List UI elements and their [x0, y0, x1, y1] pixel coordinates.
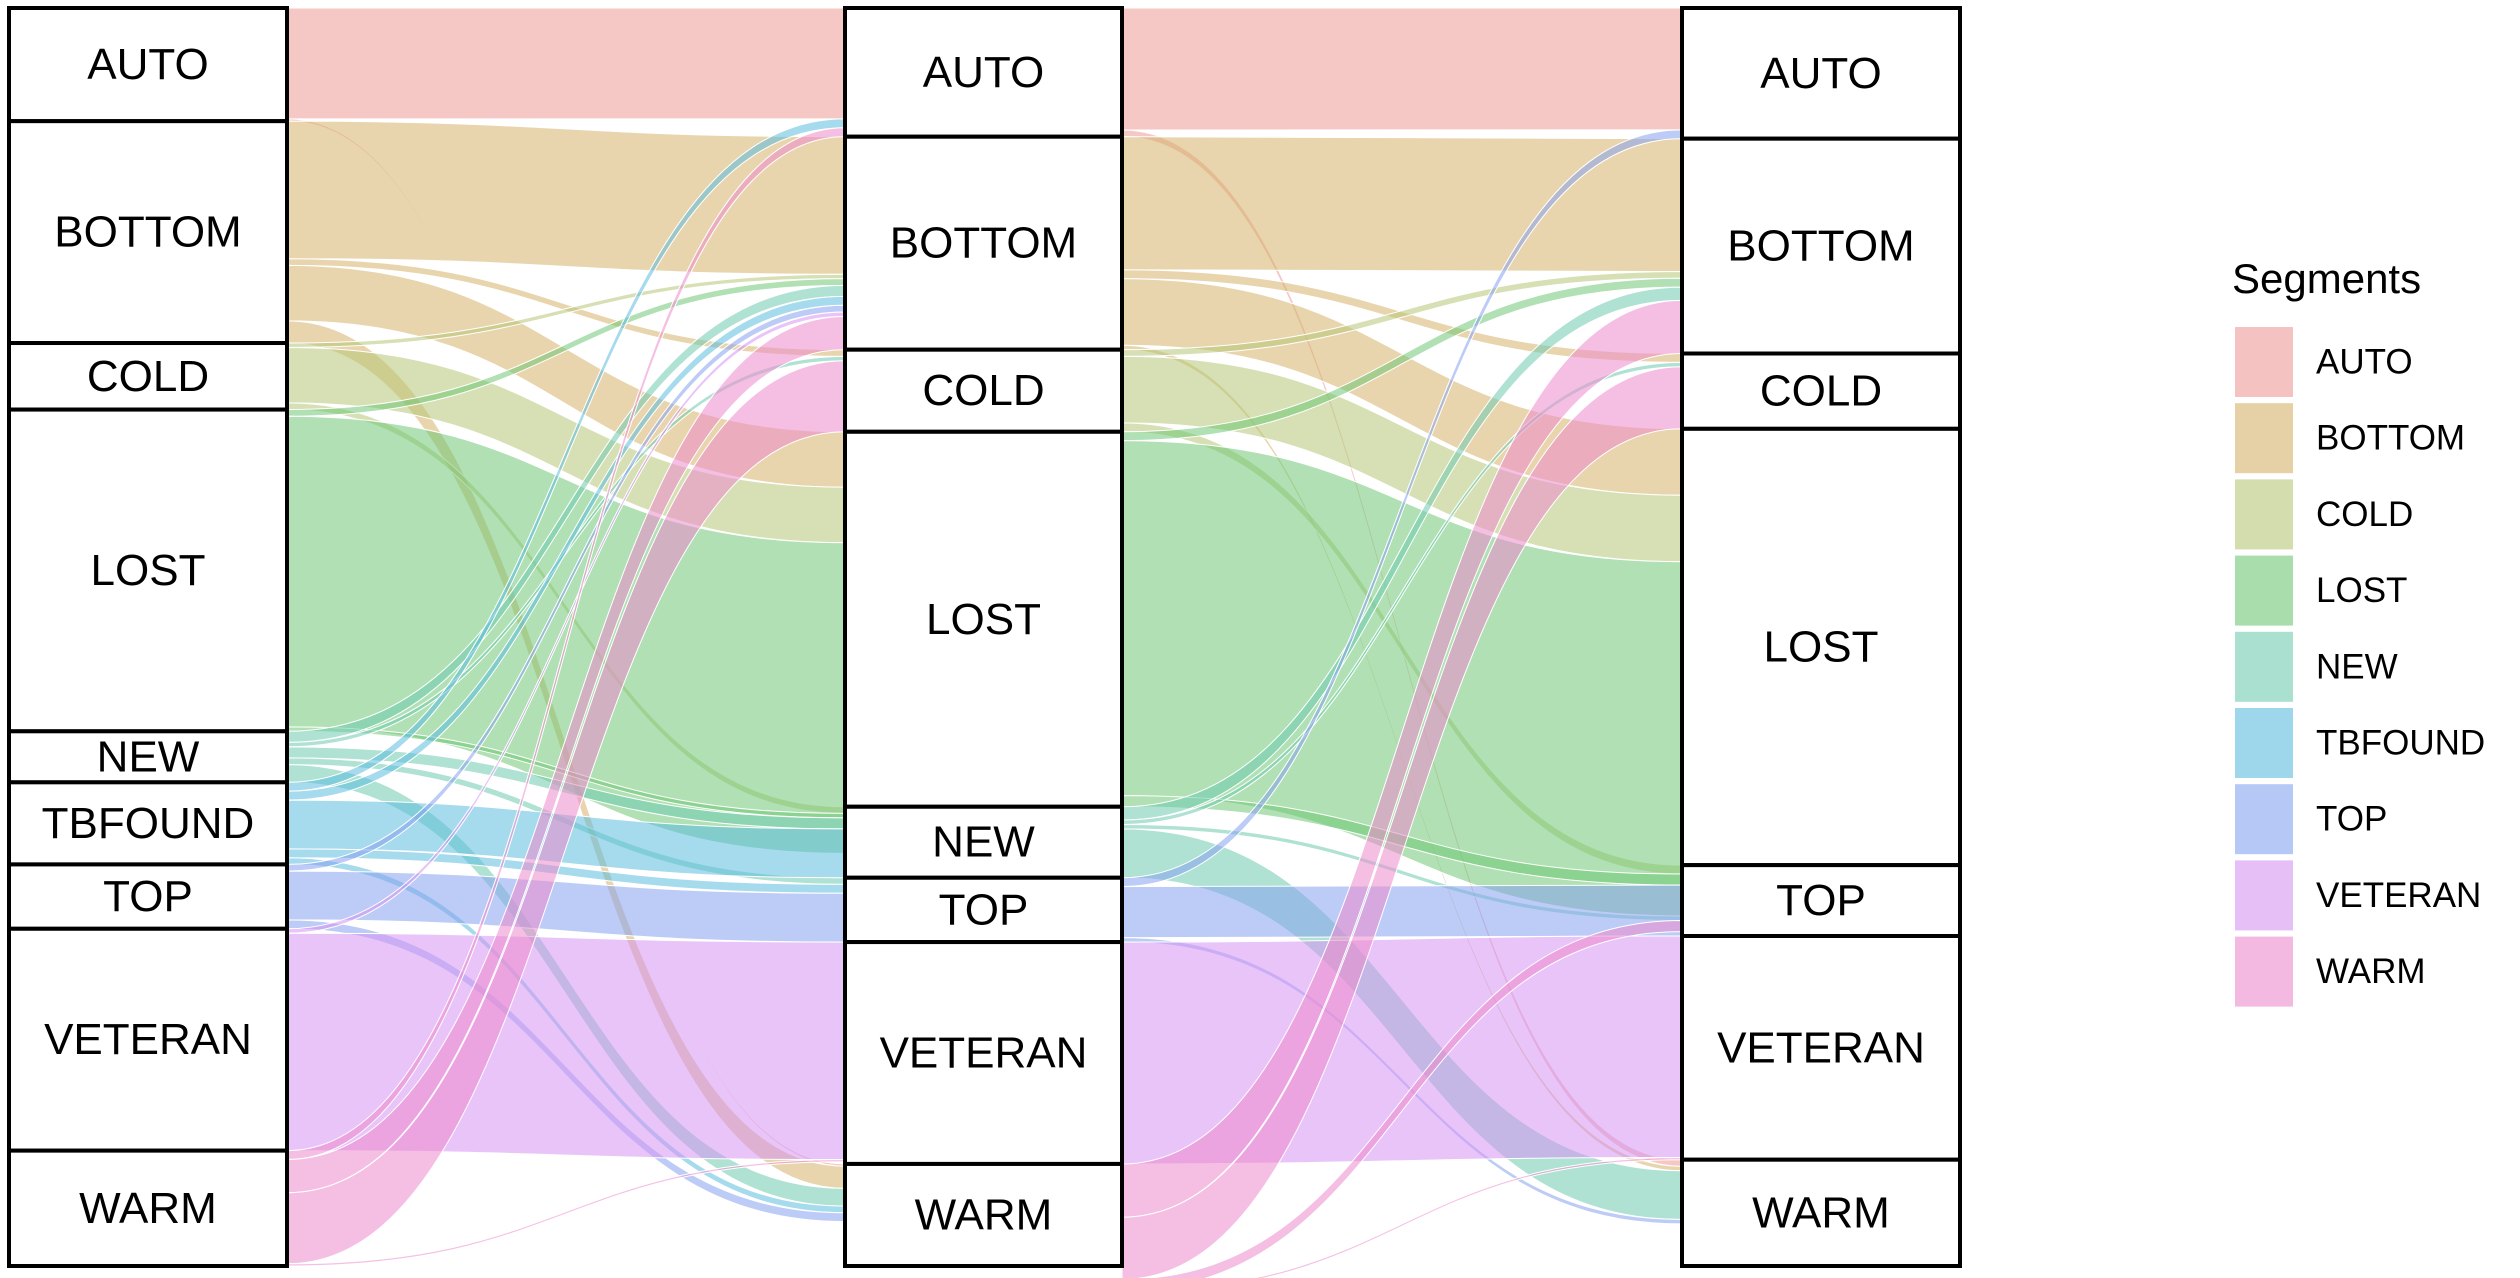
node-box [7, 729, 289, 785]
node-label: AUTO [923, 48, 1044, 97]
node-box [843, 1161, 1124, 1269]
node-label: WARM [915, 1190, 1053, 1239]
legend-key-lost [2233, 553, 2295, 628]
node-label: TOP [103, 872, 193, 921]
node-box [1680, 426, 1962, 868]
flow-top-to-top [1121, 884, 1683, 939]
node-box [843, 6, 1124, 139]
legend-title: Segments [2232, 255, 2421, 302]
node-label: TOP [939, 885, 1029, 934]
node-warm-stage-2: WARM [843, 1161, 1124, 1269]
node-veteran-stage-3: VETERAN [1680, 933, 1962, 1162]
node-top-stage-1: TOP [7, 862, 289, 931]
node-box [843, 429, 1124, 809]
node-label: AUTO [87, 40, 208, 89]
node-auto-stage-1: AUTO [7, 6, 289, 124]
legend-key-top [2233, 782, 2295, 857]
node-box [843, 940, 1124, 1166]
node-label: WARM [79, 1184, 217, 1233]
node-label: COLD [922, 366, 1044, 415]
node-lost-stage-2: LOST [843, 429, 1124, 809]
legend-label-top: TOP [2316, 800, 2387, 839]
legend: Segments AUTO BOTTOM COLD LOST NEW TBFOUND TOP… [2232, 255, 2485, 1009]
node-box [7, 862, 289, 931]
node-label: BOTTOM [54, 208, 241, 257]
node-veteran-stage-2: VETERAN [843, 940, 1124, 1166]
node-bottom-stage-2: BOTTOM [843, 134, 1124, 352]
node-box [843, 347, 1124, 434]
flow-auto-to-auto [1121, 7, 1683, 131]
node-label: LOST [926, 595, 1041, 644]
node-box [1680, 933, 1962, 1162]
node-top-stage-3: TOP [1680, 863, 1962, 938]
node-label: TBFOUND [42, 799, 255, 848]
node-warm-stage-1: WARM [7, 1148, 289, 1268]
legend-label-warm: WARM [2316, 952, 2426, 991]
node-box [1680, 1157, 1962, 1269]
node-box [7, 1148, 289, 1268]
legend-label-new: NEW [2316, 647, 2398, 686]
node-lost-stage-3: LOST [1680, 426, 1962, 868]
node-tbfound-stage-1: TBFOUND [7, 780, 289, 867]
legend-key-new [2233, 629, 2295, 704]
node-auto-stage-3: AUTO [1680, 6, 1962, 141]
flows-layer [286, 7, 1683, 1278]
node-warm-stage-3: WARM [1680, 1157, 1962, 1269]
node-label: NEW [97, 732, 200, 781]
node-new-stage-1: NEW [7, 729, 289, 785]
node-cold-stage-1: COLD [7, 341, 289, 412]
node-label: COLD [87, 352, 209, 401]
legend-label-cold: COLD [2316, 495, 2413, 534]
legend-key-warm [2233, 934, 2295, 1009]
node-veteran-stage-1: VETERAN [7, 926, 289, 1153]
node-label: AUTO [1760, 49, 1881, 98]
node-label: BOTTOM [890, 219, 1077, 268]
nodes-layer: AUTO BOTTOM COLD LOST NEW TBFOUND TOP VETERAN WA… [7, 6, 1962, 1269]
flow-veteran-to-veteran [1121, 935, 1683, 1165]
node-box [1680, 6, 1962, 141]
node-cold-stage-2: COLD [843, 347, 1124, 434]
node-label: COLD [1760, 367, 1882, 416]
node-box [7, 407, 289, 734]
node-lost-stage-1: LOST [7, 407, 289, 734]
node-label: WARM [1752, 1188, 1890, 1237]
node-label: BOTTOM [1727, 222, 1914, 271]
node-box [1680, 136, 1962, 356]
node-label: VETERAN [880, 1029, 1088, 1078]
node-label: LOST [91, 546, 206, 595]
legend-label-auto: AUTO [2316, 343, 2413, 382]
node-label: VETERAN [44, 1015, 252, 1064]
legend-key-cold [2233, 477, 2295, 552]
node-label: TOP [1776, 876, 1866, 925]
node-auto-stage-2: AUTO [843, 6, 1124, 139]
node-box [843, 804, 1124, 880]
legend-key-tbfound [2233, 706, 2295, 780]
legend-key-auto [2233, 325, 2295, 399]
node-box [843, 134, 1124, 352]
node-box [1680, 351, 1962, 431]
flow-auto-to-auto [286, 7, 846, 120]
node-label: VETERAN [1717, 1023, 1925, 1072]
legend-label-tbfound: TBFOUND [2316, 724, 2485, 763]
node-label: LOST [1764, 622, 1879, 671]
node-box [7, 926, 289, 1153]
node-box [7, 6, 289, 124]
flow-veteran-to-veteran [286, 932, 846, 1161]
node-cold-stage-3: COLD [1680, 351, 1962, 431]
node-bottom-stage-1: BOTTOM [7, 119, 289, 346]
node-label: NEW [932, 818, 1035, 867]
legend-label-bottom: BOTTOM [2316, 419, 2465, 458]
node-box [7, 341, 289, 412]
node-top-stage-2: TOP [843, 875, 1124, 945]
legend-label-veteran: VETERAN [2316, 876, 2481, 915]
legend-label-lost: LOST [2316, 571, 2407, 610]
node-bottom-stage-3: BOTTOM [1680, 136, 1962, 356]
node-new-stage-2: NEW [843, 804, 1124, 880]
legend-key-veteran [2233, 858, 2295, 933]
node-box [7, 119, 289, 346]
legend-key-bottom [2233, 401, 2295, 476]
